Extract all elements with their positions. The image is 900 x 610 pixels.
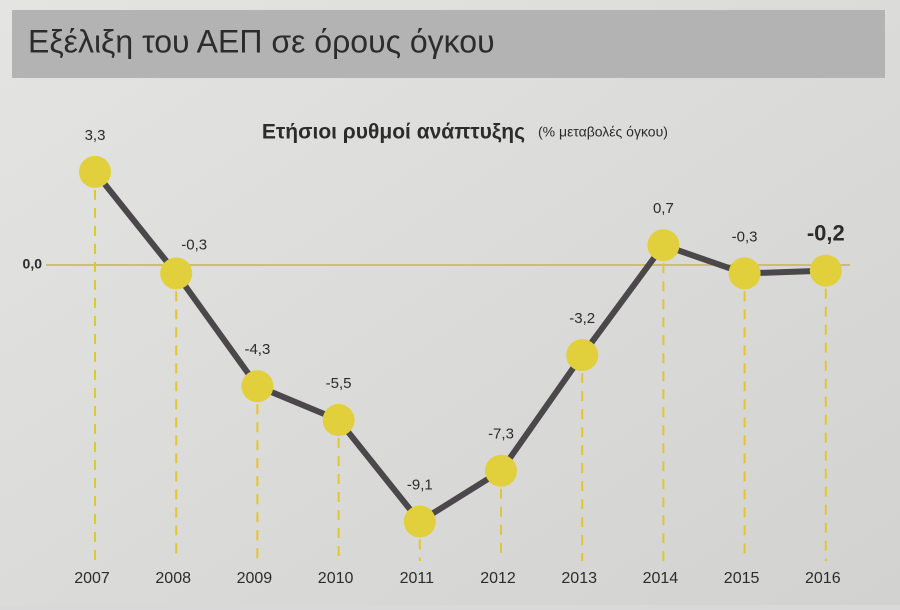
value-label: -0,3 <box>181 236 207 253</box>
marker <box>728 257 761 290</box>
value-label: -5,5 <box>326 375 352 392</box>
marker <box>647 229 680 262</box>
marker <box>403 505 436 538</box>
header-title: Εξέλιξη του ΑΕΠ σε όρους όγκου <box>28 23 495 59</box>
value-label: -3,2 <box>569 310 595 327</box>
x-tick-label: 2010 <box>318 570 354 587</box>
marker <box>485 454 517 487</box>
x-tick-label: 2012 <box>480 570 516 587</box>
value-label: 3,3 <box>85 127 106 144</box>
value-label: -4,3 <box>244 341 270 358</box>
x-tick-label: 2015 <box>724 570 760 587</box>
marker <box>322 404 355 437</box>
x-tick-label: 2013 <box>561 570 597 587</box>
value-label-highlight: -0,2 <box>807 220 845 245</box>
chart-subtitle: (% μεταβολές όγκου) <box>538 124 668 140</box>
chart-title: Ετήσιοι ρυθμοί ανάπτυξης <box>262 121 525 144</box>
marker <box>241 370 274 403</box>
marker <box>566 339 599 372</box>
marker <box>809 254 842 287</box>
x-tick-label: 2007 <box>74 570 110 587</box>
x-tick-label: 2014 <box>643 570 679 587</box>
value-label: -9,1 <box>407 476 433 493</box>
marker <box>79 155 111 188</box>
line <box>92 170 826 525</box>
marker <box>160 257 193 290</box>
value-label: 0,7 <box>653 200 674 217</box>
x-tick-label: 2016 <box>805 570 841 587</box>
x-tick-label: 2011 <box>400 570 435 587</box>
y-tick-label: 0,0 <box>23 256 43 272</box>
x-tick-label: 2009 <box>237 570 273 587</box>
x-tick-label: 2008 <box>155 570 191 587</box>
header-band <box>12 10 885 78</box>
value-label: -7,3 <box>488 426 514 443</box>
value-label: -0,3 <box>732 228 758 245</box>
